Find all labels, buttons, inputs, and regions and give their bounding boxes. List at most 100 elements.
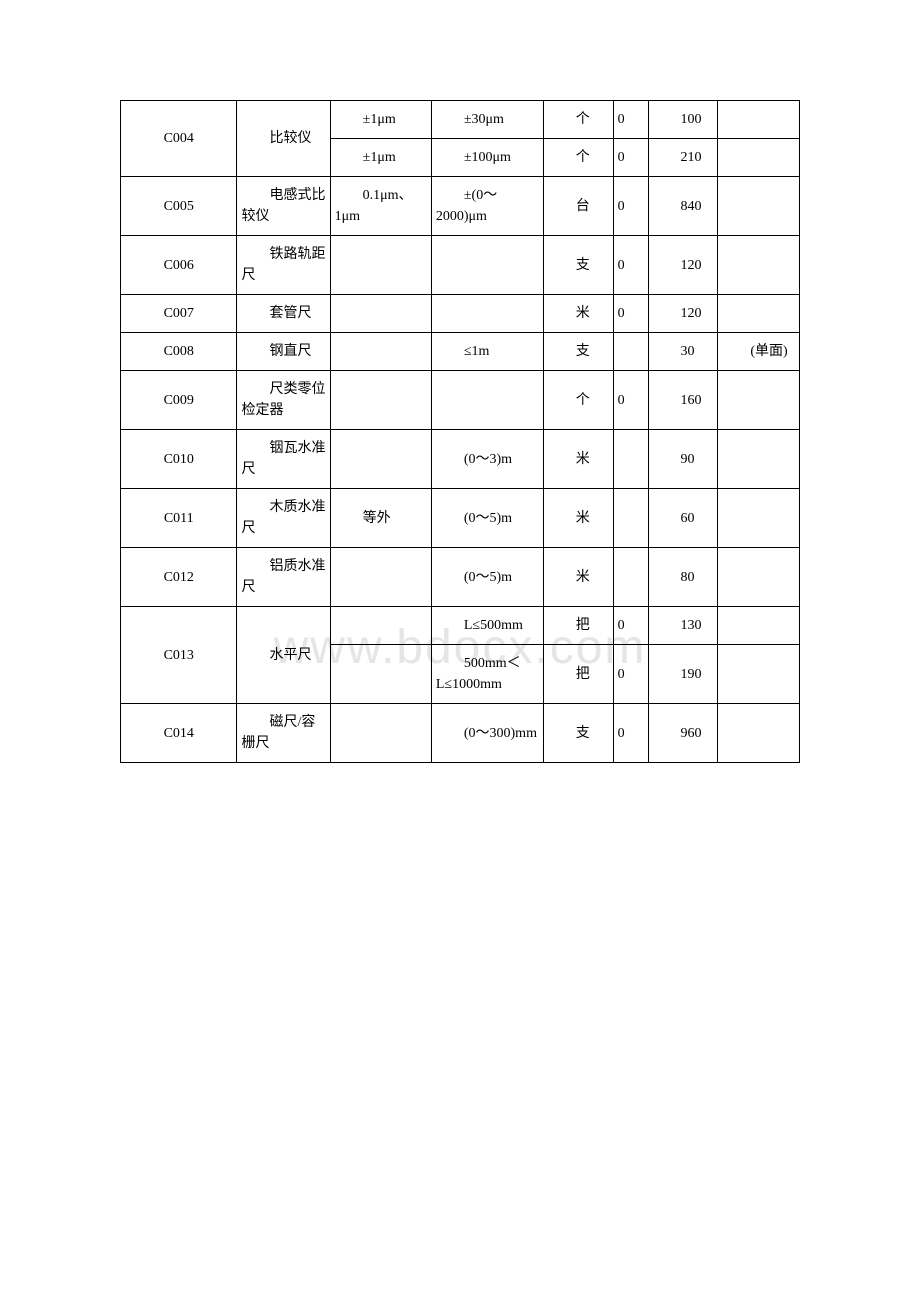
- table-row: C008 钢直尺 ≤1m 支 30 (单面): [121, 333, 800, 371]
- cell-num2: 60: [648, 489, 718, 548]
- cell-num1: 0: [613, 101, 648, 139]
- cell-spec2: 500mm＜L≤1000mm: [431, 645, 543, 704]
- cell-num2: 840: [648, 177, 718, 236]
- cell-num1: 0: [613, 607, 648, 645]
- cell-spec2: (0～5)m: [431, 489, 543, 548]
- cell-note: [718, 139, 800, 177]
- cell-code: C007: [121, 295, 237, 333]
- cell-name: 电感式比较仪: [237, 177, 330, 236]
- cell-spec2: (0～5)m: [431, 548, 543, 607]
- cell-num1: 0: [613, 371, 648, 430]
- cell-unit: 米: [543, 295, 613, 333]
- cell-name: 套管尺: [237, 295, 330, 333]
- cell-note: [718, 236, 800, 295]
- cell-note: [718, 548, 800, 607]
- cell-code: C012: [121, 548, 237, 607]
- cell-num2: 100: [648, 101, 718, 139]
- cell-num2: 120: [648, 236, 718, 295]
- cell-num1: 0: [613, 704, 648, 763]
- table-row: C005 电感式比较仪 0.1μm、1μm ±(0～2000)μm 台 0 84…: [121, 177, 800, 236]
- cell-num2: 30: [648, 333, 718, 371]
- cell-note: [718, 295, 800, 333]
- cell-spec2: (0～3)m: [431, 430, 543, 489]
- cell-spec2: ≤1m: [431, 333, 543, 371]
- cell-note: [718, 704, 800, 763]
- cell-spec1: 0.1μm、1μm: [330, 177, 431, 236]
- cell-spec1: [330, 704, 431, 763]
- cell-num1: [613, 333, 648, 371]
- cell-num2: 190: [648, 645, 718, 704]
- cell-num2: 210: [648, 139, 718, 177]
- cell-spec1: [330, 333, 431, 371]
- cell-num2: 90: [648, 430, 718, 489]
- cell-spec1: ±1μm: [330, 139, 431, 177]
- cell-spec1: ±1μm: [330, 101, 431, 139]
- cell-code: C013: [121, 607, 237, 704]
- cell-num2: 960: [648, 704, 718, 763]
- cell-unit: 米: [543, 430, 613, 489]
- cell-name: 铟瓦水准尺: [237, 430, 330, 489]
- cell-name: 尺类零位检定器: [237, 371, 330, 430]
- cell-num1: 0: [613, 645, 648, 704]
- cell-num1: [613, 430, 648, 489]
- table-row: C010 铟瓦水准尺 (0～3)m 米 90: [121, 430, 800, 489]
- cell-code: C009: [121, 371, 237, 430]
- table-row: C013 水平尺 L≤500mm 把 0 130: [121, 607, 800, 645]
- cell-unit: 米: [543, 489, 613, 548]
- cell-num2: 120: [648, 295, 718, 333]
- cell-code: C005: [121, 177, 237, 236]
- cell-code: C008: [121, 333, 237, 371]
- cell-unit: 支: [543, 704, 613, 763]
- cell-num1: [613, 548, 648, 607]
- cell-num1: [613, 489, 648, 548]
- cell-name: 水平尺: [237, 607, 330, 704]
- cell-note: (单面): [718, 333, 800, 371]
- cell-num2: 130: [648, 607, 718, 645]
- cell-unit: 个: [543, 101, 613, 139]
- cell-spec2: [431, 371, 543, 430]
- cell-spec2: ±30μm: [431, 101, 543, 139]
- cell-note: [718, 607, 800, 645]
- cell-unit: 个: [543, 371, 613, 430]
- table-row: C006 铁路轨距尺 支 0 120: [121, 236, 800, 295]
- cell-name: 铝质水准尺: [237, 548, 330, 607]
- cell-name: 钢直尺: [237, 333, 330, 371]
- cell-code: C011: [121, 489, 237, 548]
- cell-num1: 0: [613, 236, 648, 295]
- cell-spec1: [330, 645, 431, 704]
- cell-spec2: ±(0～2000)μm: [431, 177, 543, 236]
- cell-unit: 支: [543, 333, 613, 371]
- cell-spec1: [330, 295, 431, 333]
- cell-spec2: ±100μm: [431, 139, 543, 177]
- cell-spec1: [330, 236, 431, 295]
- cell-note: [718, 430, 800, 489]
- table-row: C009 尺类零位检定器 个 0 160: [121, 371, 800, 430]
- cell-spec2: L≤500mm: [431, 607, 543, 645]
- cell-unit: 个: [543, 139, 613, 177]
- cell-note: [718, 177, 800, 236]
- cell-unit: 把: [543, 645, 613, 704]
- cell-name: 比较仪: [237, 101, 330, 177]
- cell-num1: 0: [613, 295, 648, 333]
- cell-spec1: 等外: [330, 489, 431, 548]
- cell-name: 木质水准尺: [237, 489, 330, 548]
- spec-table: C004 比较仪 ±1μm ±30μm 个 0 100 ±1μm ±100μm …: [120, 100, 800, 763]
- table-row: C011 木质水准尺 等外 (0～5)m 米 60: [121, 489, 800, 548]
- cell-name: 铁路轨距尺: [237, 236, 330, 295]
- cell-note: [718, 371, 800, 430]
- cell-unit: 支: [543, 236, 613, 295]
- cell-unit: 米: [543, 548, 613, 607]
- cell-num2: 80: [648, 548, 718, 607]
- table-row: C004 比较仪 ±1μm ±30μm 个 0 100: [121, 101, 800, 139]
- table-row: C007 套管尺 米 0 120: [121, 295, 800, 333]
- cell-name: 磁尺/容栅尺: [237, 704, 330, 763]
- table-row: C012 铝质水准尺 (0～5)m 米 80: [121, 548, 800, 607]
- cell-spec1: [330, 371, 431, 430]
- table-body: C004 比较仪 ±1μm ±30μm 个 0 100 ±1μm ±100μm …: [121, 101, 800, 763]
- cell-spec2: [431, 236, 543, 295]
- cell-code: C010: [121, 430, 237, 489]
- cell-spec1: [330, 607, 431, 645]
- cell-code: C014: [121, 704, 237, 763]
- cell-unit: 把: [543, 607, 613, 645]
- cell-spec2: [431, 295, 543, 333]
